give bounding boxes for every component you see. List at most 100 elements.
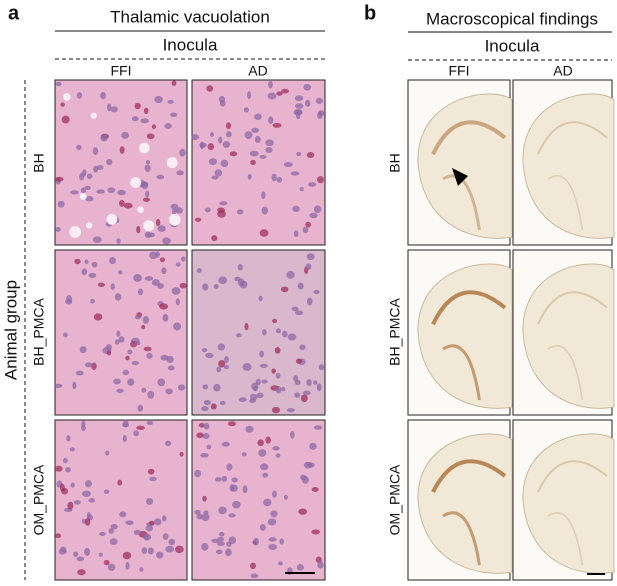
cell (105, 450, 110, 456)
cell (141, 324, 146, 330)
cell (244, 322, 249, 331)
cell (125, 355, 130, 361)
cell (276, 91, 283, 96)
brain-slice (417, 433, 513, 574)
cell (229, 151, 238, 157)
cell (194, 469, 202, 478)
cell (261, 191, 266, 199)
cell (171, 208, 177, 215)
cell (306, 297, 313, 306)
brain-slice (522, 433, 615, 574)
vacuole (138, 142, 150, 154)
cell (136, 225, 141, 234)
cell (205, 352, 214, 359)
brain-slice (522, 93, 615, 239)
cell (106, 350, 112, 356)
cell (282, 330, 288, 338)
cell (137, 288, 144, 296)
cell (272, 446, 280, 451)
column-label: FFI (449, 63, 470, 79)
cell (179, 148, 186, 157)
micrograph (54, 249, 188, 416)
cell (159, 257, 166, 263)
cell (213, 284, 219, 289)
cell (300, 394, 308, 403)
cell (155, 218, 161, 227)
cell (176, 170, 184, 176)
cell (201, 406, 209, 412)
cell (166, 355, 174, 364)
row-label: BH_PMCA (31, 297, 47, 365)
cell (259, 229, 269, 237)
cell (149, 520, 155, 526)
cell (141, 547, 148, 554)
cell (292, 205, 300, 213)
cell (105, 344, 112, 351)
cell (88, 498, 96, 503)
cell (151, 124, 156, 130)
cell (107, 563, 116, 571)
cell (107, 103, 112, 112)
cell (114, 293, 122, 301)
cell (81, 420, 86, 428)
cell (318, 364, 325, 371)
cell (66, 435, 71, 442)
cell (143, 197, 151, 202)
cell (268, 537, 277, 542)
cell (219, 201, 228, 206)
cell (251, 127, 260, 133)
cell (206, 85, 214, 92)
cell (204, 207, 211, 213)
cell (143, 107, 149, 115)
cell (69, 447, 75, 452)
cell (217, 207, 225, 213)
cell (261, 206, 269, 215)
cell (55, 533, 62, 539)
cell (244, 131, 253, 139)
cell (145, 159, 151, 165)
cell (249, 393, 258, 401)
micrographs (54, 79, 615, 581)
cell (136, 425, 145, 431)
cell (146, 420, 154, 426)
cell (317, 176, 324, 184)
cell (241, 452, 247, 457)
vacuole (86, 222, 93, 229)
cell (133, 430, 139, 437)
cell (79, 346, 87, 354)
cell (297, 282, 304, 290)
cell (228, 536, 237, 545)
cell (218, 276, 228, 284)
cell (177, 384, 186, 391)
vacuole (69, 226, 82, 238)
cell (238, 397, 247, 403)
cell (70, 190, 79, 195)
cell (207, 143, 215, 151)
cell (162, 237, 171, 245)
cell (88, 272, 97, 279)
cell (250, 159, 256, 166)
cell (253, 537, 259, 546)
cell (259, 154, 267, 159)
cell (294, 95, 304, 102)
cell (55, 81, 62, 87)
cell (108, 528, 114, 534)
cell (254, 113, 262, 121)
cell (54, 383, 63, 388)
panel-label: a (8, 2, 20, 24)
vacuole (63, 93, 71, 101)
cell (142, 315, 149, 324)
cell (316, 383, 322, 392)
cell (313, 380, 318, 385)
cell (107, 187, 116, 193)
cell (57, 200, 65, 208)
cell (175, 207, 183, 214)
cell (259, 524, 266, 531)
cell (226, 463, 233, 471)
cell (119, 146, 125, 154)
cell (258, 449, 267, 457)
cell (168, 538, 176, 546)
cell (202, 283, 209, 291)
cell (118, 270, 123, 275)
